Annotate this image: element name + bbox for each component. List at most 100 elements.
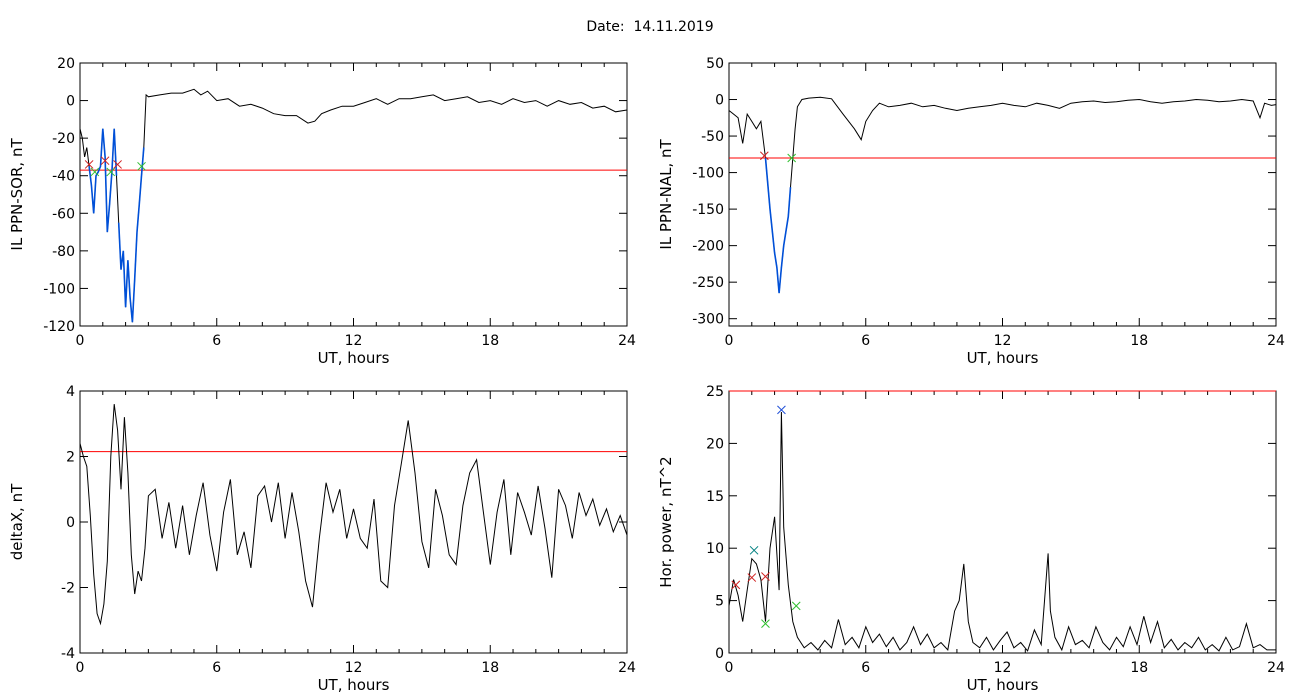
- y-axis-label: IL PPN-NAL, nT: [657, 139, 675, 250]
- x-tick-label: 24: [1267, 333, 1285, 349]
- y-tick-label: 20: [706, 436, 724, 452]
- x-axis-label: UT, hours: [318, 349, 390, 367]
- event-segment-line: [102, 128, 118, 233]
- y-tick-label: 0: [715, 93, 724, 109]
- date-title: Date: 14.11.2019: [586, 19, 714, 35]
- cross-stroke: [777, 405, 786, 415]
- marker-end-cross: [137, 161, 146, 171]
- marker-end-cross: [90, 167, 100, 177]
- series-line: [728, 96, 1277, 294]
- x-tick-label: 0: [76, 333, 85, 349]
- x-tick-label: 0: [76, 660, 85, 676]
- cross-stroke: [113, 160, 122, 169]
- y-tick-label: -100: [43, 281, 75, 297]
- x-tick-label: 18: [481, 660, 499, 676]
- cross-stroke: [90, 167, 100, 177]
- y-tick-label: -50: [701, 129, 724, 145]
- x-tick-label: 6: [861, 333, 870, 349]
- y-tick-label: 10: [706, 541, 724, 557]
- y-tick-label: -20: [52, 131, 75, 147]
- panel-1: 0 6 12 18 24 20 0 -20 -40 -60 -80 -100 -120 UT, hours…: [8, 56, 636, 367]
- cross-stroke: [759, 151, 769, 161]
- cross-stroke: [791, 601, 801, 611]
- cross-stroke: [787, 153, 797, 163]
- y-tick-label: 5: [715, 594, 724, 610]
- y-axis-label: Hor. power, nT^2: [657, 456, 675, 587]
- panel-2: 0 6 12 18 24 50 0 -50 -100 -150 -200 -250 -300 UT, ho…: [657, 56, 1285, 367]
- x-tick-label: 12: [994, 333, 1012, 349]
- x-tick-label: 18: [1130, 660, 1148, 676]
- y-tick-label: -100: [692, 166, 724, 182]
- y-tick-label: -4: [61, 646, 75, 662]
- event-segment-line: [88, 128, 104, 214]
- x-tick-label: 0: [725, 333, 734, 349]
- y-tick-label: -120: [43, 319, 75, 335]
- cross-stroke: [761, 619, 770, 629]
- y-tick-label: 20: [57, 56, 75, 72]
- event-segment-line: [117, 147, 145, 323]
- series-line: [79, 88, 628, 323]
- y-tick-label: -300: [692, 312, 724, 328]
- cross-stroke: [731, 580, 741, 590]
- series-line: [79, 404, 628, 626]
- marker-start-cross: [100, 156, 110, 166]
- y-tick-label: -2: [61, 581, 75, 597]
- x-tick-label: 24: [618, 660, 636, 676]
- x-tick-label: 12: [345, 333, 363, 349]
- event-segment-line: [764, 157, 792, 294]
- y-tick-label: -200: [692, 239, 724, 255]
- y-tick-label: 4: [66, 384, 75, 400]
- marker-end-cross: [791, 601, 801, 611]
- series-line: [728, 411, 1276, 652]
- marker-peak-cross: [777, 405, 786, 415]
- marker-start-cross: [759, 151, 769, 161]
- y-tick-label: 0: [66, 94, 75, 110]
- marker-end-cross: [787, 153, 797, 163]
- y-tick-label: -250: [692, 275, 724, 291]
- y-tick-label: -150: [692, 202, 724, 218]
- cross-stroke: [106, 167, 116, 177]
- x-tick-label: 6: [861, 660, 870, 676]
- cross-stroke: [761, 572, 770, 581]
- marker-start-cross: [731, 580, 741, 590]
- x-tick-label: 12: [994, 660, 1012, 676]
- marker-end-cross: [761, 619, 770, 629]
- marker-start-cross: [84, 160, 94, 169]
- y-tick-label: 2: [66, 450, 75, 466]
- y-tick-label: 15: [706, 489, 724, 505]
- plot-frame: [728, 390, 1277, 654]
- panel-3: 0 6 12 18 24 4 2 0 -2 -4 UT, hours deltaX, nT: [8, 384, 636, 694]
- plot-frame: [79, 62, 628, 327]
- y-tick-label: -40: [52, 169, 75, 185]
- y-tick-label: -60: [52, 206, 75, 222]
- y-tick-label: 0: [66, 515, 75, 531]
- marker-start-cross: [113, 160, 122, 169]
- x-axis-label: UT, hours: [967, 676, 1039, 694]
- cross-stroke: [747, 573, 757, 582]
- cross-stroke: [100, 156, 110, 166]
- x-tick-label: 6: [212, 660, 221, 676]
- x-tick-label: 12: [345, 660, 363, 676]
- x-tick-label: 24: [1267, 660, 1285, 676]
- cross-stroke: [749, 545, 759, 555]
- marker-start-cross: [761, 572, 770, 581]
- cross-stroke: [84, 160, 94, 169]
- marker-start-cross: [747, 573, 757, 582]
- x-tick-label: 18: [481, 333, 499, 349]
- y-axis-label: deltaX, nT: [8, 483, 26, 560]
- y-tick-label: 25: [706, 384, 724, 400]
- plot-frame: [79, 390, 628, 654]
- x-tick-label: 6: [212, 333, 221, 349]
- y-tick-label: 0: [715, 646, 724, 662]
- y-axis-label: IL PPN-SOR, nT: [8, 138, 26, 251]
- y-tick-label: 50: [706, 56, 724, 72]
- plot-frame: [728, 62, 1277, 327]
- x-tick-label: 0: [725, 660, 734, 676]
- marker-teal-cross: [749, 545, 759, 555]
- x-tick-label: 18: [1130, 333, 1148, 349]
- x-axis-label: UT, hours: [318, 676, 390, 694]
- panel-4: 0 6 12 18 24 25 20 15 10 5 0 UT, hours Hor. power, n…: [657, 384, 1285, 694]
- x-axis-label: UT, hours: [967, 349, 1039, 367]
- marker-end-cross: [106, 167, 116, 177]
